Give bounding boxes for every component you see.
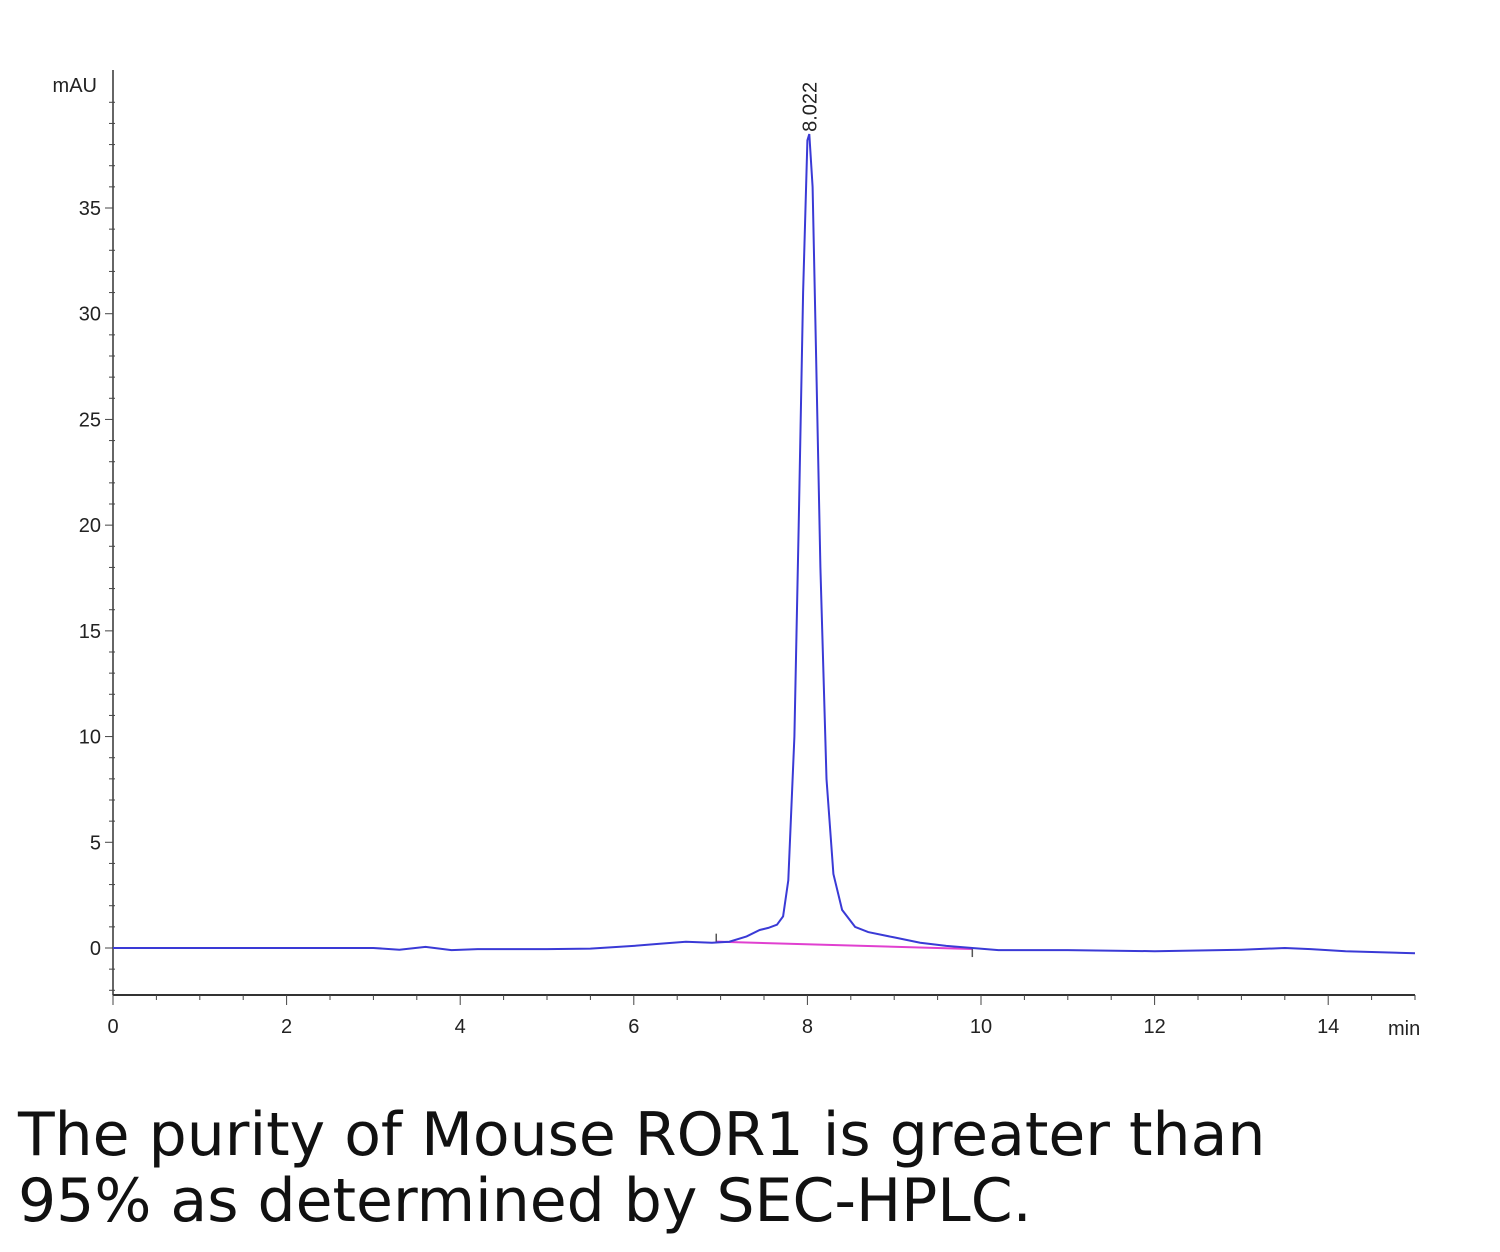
y-tick-label: 5 — [90, 832, 101, 854]
x-axis-label: min — [1388, 1018, 1420, 1040]
chromatogram-trace — [113, 133, 1416, 955]
y-tick-label: 15 — [79, 621, 101, 643]
plot-area: 8.022 — [113, 82, 1416, 958]
x-tick-label: 12 — [1143, 1016, 1165, 1038]
y-tick-label: 20 — [79, 515, 101, 537]
y-tick-label: 30 — [79, 304, 101, 326]
y-tick-label: 25 — [79, 409, 101, 431]
y-tick-label: 10 — [79, 727, 101, 749]
caption: The purity of Mouse ROR1 is greater than… — [18, 1102, 1318, 1234]
caption-line-1: The purity of Mouse ROR1 is greater than — [18, 1100, 1266, 1170]
x-tick-label: 10 — [970, 1016, 992, 1038]
peak-label: 8.022 — [799, 82, 821, 132]
caption-line-2: 95% as determined by SEC-HPLC. — [18, 1166, 1032, 1236]
axes: 0 5 10 15 20 25 30 35 mAU 0 2 4 6 8 10 12 14 min — [53, 70, 1420, 1040]
x-tick-label: 2 — [281, 1016, 292, 1038]
x-tick-label: 8 — [802, 1016, 813, 1038]
x-tick-label: 0 — [107, 1016, 118, 1038]
y-tick-label: 0 — [90, 938, 101, 960]
y-axis-label: mAU — [53, 75, 97, 97]
y-tick-label: 35 — [79, 198, 101, 220]
x-tick-label: 4 — [455, 1016, 466, 1038]
chromatogram-chart: 0 5 10 15 20 25 30 35 mAU 0 2 4 6 8 10 12 14 min 8.022 — [53, 70, 1420, 1040]
x-tick-label: 14 — [1317, 1016, 1339, 1038]
x-tick-label: 6 — [628, 1016, 639, 1038]
integration-baseline — [716, 940, 973, 951]
